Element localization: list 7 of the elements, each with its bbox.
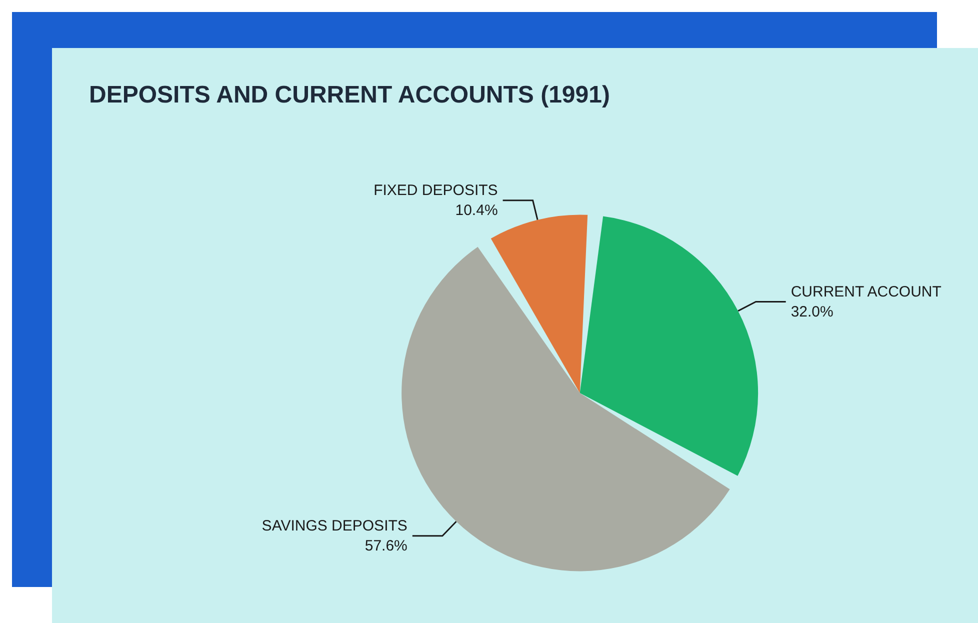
slice-label: FIXED DEPOSITS xyxy=(374,182,498,199)
data-label: 57.6% xyxy=(364,537,408,554)
data-label: 10.4% xyxy=(455,202,498,219)
data-label: 32.0% xyxy=(790,303,834,320)
chart-title: DEPOSITS AND CURRENT ACCOUNTS (1991) xyxy=(89,82,610,108)
slice-label: CURRENT ACCOUNT xyxy=(790,283,942,300)
slice-label: SAVINGS DEPOSITS xyxy=(262,517,408,534)
